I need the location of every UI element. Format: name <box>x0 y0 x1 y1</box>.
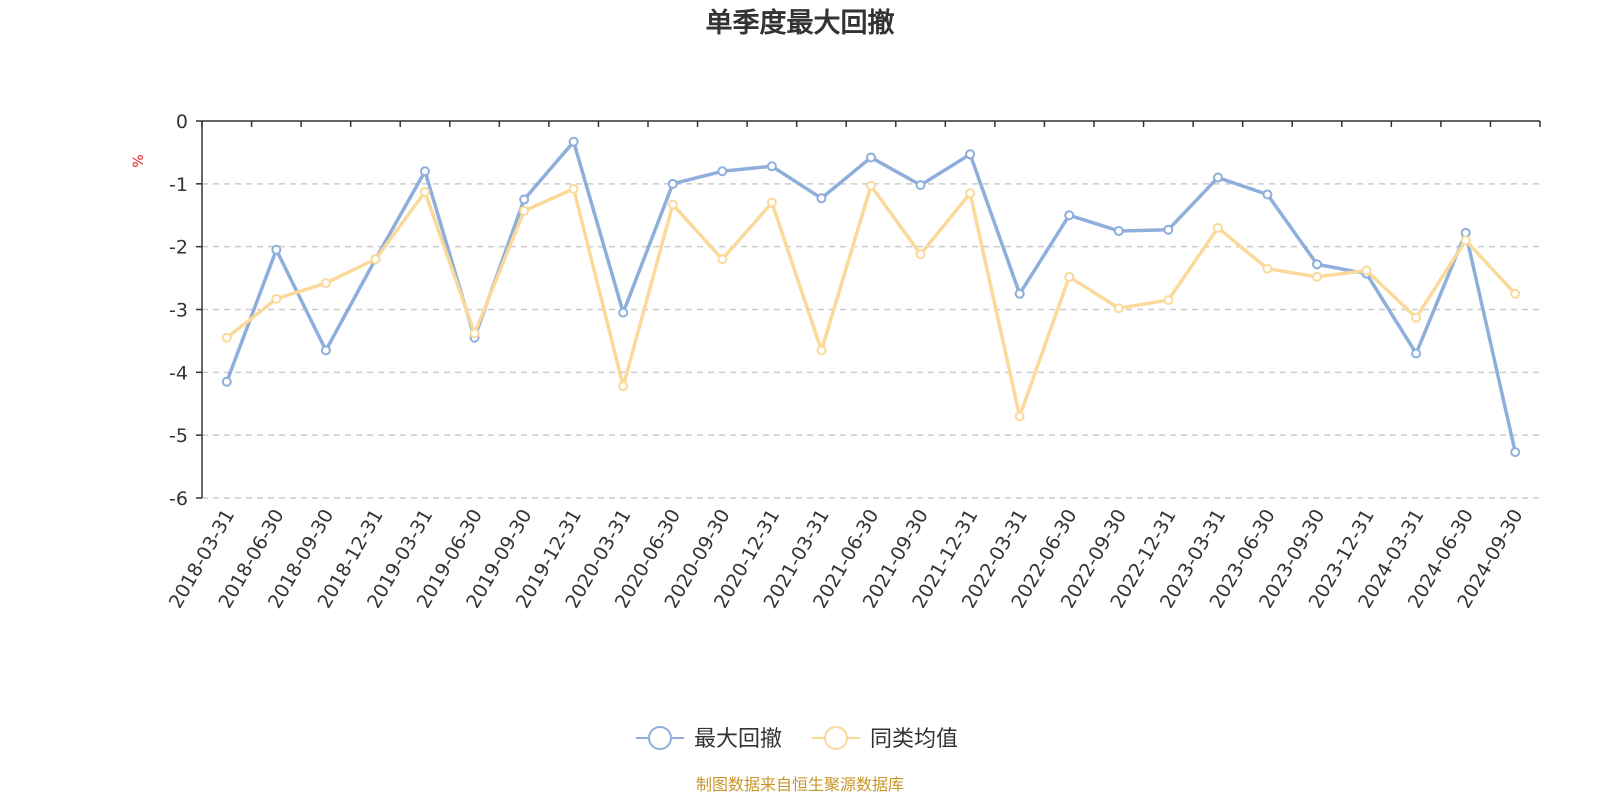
data-point[interactable] <box>1014 411 1025 422</box>
data-point[interactable] <box>766 161 777 172</box>
data-point[interactable] <box>618 381 629 392</box>
axes <box>196 120 1541 499</box>
data-point[interactable] <box>1460 235 1471 246</box>
data-point[interactable] <box>370 254 381 265</box>
data-point[interactable] <box>1312 259 1322 270</box>
data-point[interactable] <box>816 193 827 204</box>
data-point[interactable] <box>271 244 282 255</box>
y-tick-label: -4 <box>169 362 188 384</box>
data-point[interactable] <box>320 278 331 289</box>
data-point[interactable] <box>1212 172 1223 183</box>
data-point[interactable] <box>1163 224 1174 235</box>
data-point[interactable] <box>1510 447 1521 458</box>
data-point[interactable] <box>618 307 629 318</box>
data-point[interactable] <box>1163 295 1174 306</box>
legend: 最大回撤 同类均值 <box>636 726 958 752</box>
y-tick-label: -2 <box>169 237 188 259</box>
legend-item-peer-average[interactable]: 同类均值 <box>812 726 958 752</box>
data-point[interactable] <box>420 187 430 198</box>
data-point[interactable] <box>866 180 876 191</box>
data-point[interactable] <box>1411 312 1422 323</box>
y-axis-unit: % <box>131 154 147 167</box>
series-1 <box>221 180 1521 422</box>
data-point[interactable] <box>1113 303 1124 314</box>
data-point[interactable] <box>965 188 976 199</box>
data-point[interactable] <box>717 166 728 177</box>
data-point[interactable] <box>420 166 430 177</box>
data-point[interactable] <box>1510 288 1521 299</box>
y-tick-label: -6 <box>169 488 188 510</box>
data-point[interactable] <box>519 194 530 205</box>
data-point[interactable] <box>320 345 331 356</box>
y-tick-labels: 0 -1 -2 -3 -4 -5 -6 <box>169 111 188 510</box>
data-point[interactable] <box>271 293 282 304</box>
data-point[interactable] <box>1262 263 1273 274</box>
data-point[interactable] <box>667 178 678 189</box>
data-point[interactable] <box>1014 288 1025 299</box>
x-tick-labels: 2018-03-312018-06-302018-09-302018-12-31… <box>165 506 1528 613</box>
data-point[interactable] <box>915 180 926 191</box>
data-point[interactable] <box>667 199 678 210</box>
data-point[interactable] <box>1212 222 1223 233</box>
source-note: 制图数据来自恒生聚源数据库 <box>696 775 904 794</box>
data-point[interactable] <box>816 345 827 356</box>
series-line <box>225 183 1517 419</box>
data-point[interactable] <box>766 197 777 208</box>
data-point[interactable] <box>1312 271 1322 282</box>
data-point[interactable] <box>866 152 876 163</box>
data-point[interactable] <box>568 136 579 147</box>
data-point[interactable] <box>1113 225 1124 236</box>
data-point[interactable] <box>221 376 232 387</box>
chart-title: 单季度最大回撤 <box>706 7 895 39</box>
data-point[interactable] <box>1411 348 1422 359</box>
data-point[interactable] <box>469 328 480 339</box>
series-layer <box>221 136 1521 458</box>
data-point[interactable] <box>717 254 728 265</box>
data-point[interactable] <box>1262 189 1273 200</box>
legend-item-max-drawdown[interactable]: 最大回撤 <box>636 726 782 752</box>
data-point[interactable] <box>1361 265 1372 276</box>
data-point[interactable] <box>1064 271 1075 282</box>
y-tick-label: 0 <box>176 111 188 133</box>
data-point[interactable] <box>221 332 232 343</box>
data-point[interactable] <box>965 149 976 160</box>
data-point[interactable] <box>519 205 530 216</box>
y-tick-label: -5 <box>169 425 188 447</box>
grid-lines <box>202 183 1540 499</box>
y-tick-label: -1 <box>169 174 188 196</box>
data-point[interactable] <box>1064 210 1075 221</box>
series-0 <box>221 136 1521 458</box>
data-point[interactable] <box>568 183 579 194</box>
legend-label-max-drawdown: 最大回撤 <box>694 727 782 752</box>
data-point[interactable] <box>915 249 926 260</box>
legend-label-peer-average: 同类均值 <box>870 727 958 752</box>
y-tick-label: -3 <box>169 300 188 322</box>
